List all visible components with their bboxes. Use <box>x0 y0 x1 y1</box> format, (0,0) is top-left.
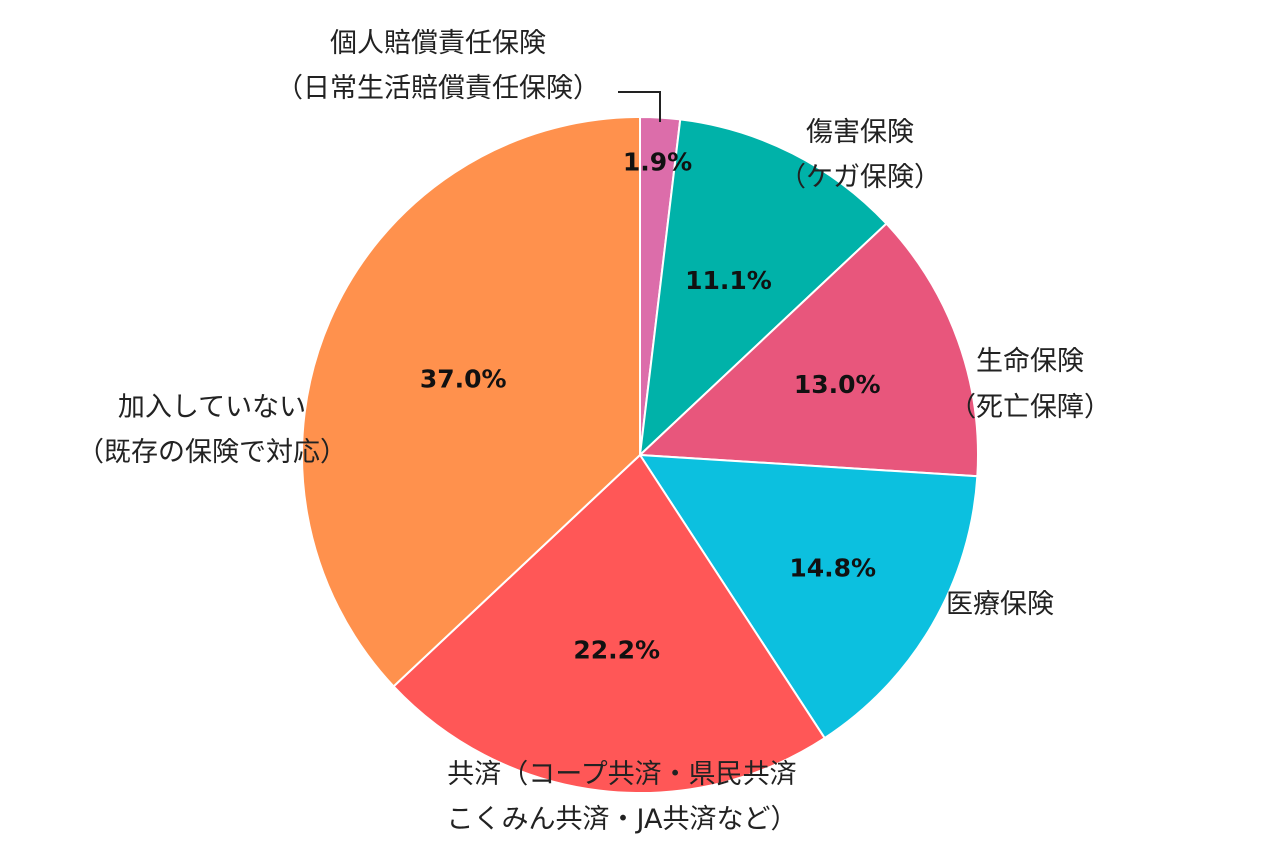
leader-lines <box>618 91 661 122</box>
category-label-line: こくみん共済・JA共済など） <box>446 804 797 835</box>
pie-slice-mutual-aid <box>392 453 827 794</box>
pie-slice-injury-insurance <box>638 118 888 458</box>
category-label-line: （死亡保障） <box>949 392 1111 423</box>
category-label-line: 傷害保険 <box>806 117 914 148</box>
category-label-line: （ケガ保険） <box>779 162 941 193</box>
category-label-injury-insurance: 傷害保険 （ケガ保険） <box>779 117 941 193</box>
category-label-line: 医療保険 <box>946 589 1054 620</box>
pie-slice-life-insurance <box>637 222 979 478</box>
category-label-line: 生命保険 <box>976 346 1084 377</box>
percentage-label-injury-insurance: 11.1% <box>685 266 772 295</box>
category-label-medical-insurance: 医療保険 <box>946 589 1054 620</box>
pie-slice-medical-insurance <box>638 453 979 740</box>
category-label-mutual-aid: 共済（コープ共済・県民共済こくみん共済・JA共済など） <box>446 759 797 835</box>
category-label-life-insurance: 生命保険 （死亡保障） <box>949 346 1111 423</box>
category-label-line: 共済（コープ共済・県民共済 <box>447 759 796 790</box>
pie-slice-not-enrolled <box>301 115 641 688</box>
leader-line-personal-liability <box>618 91 661 122</box>
percentage-label-personal-liability: 1.9% <box>623 148 692 177</box>
category-label-line: （既存の保険で対応） <box>77 437 347 468</box>
percentage-labels: 1.9% 11.1% 13.0% 14.8% 22.2% 37.0% <box>420 148 881 665</box>
category-label-line: 個人賠償責任保険 <box>330 28 546 59</box>
percentage-label-life-insurance: 13.0% <box>794 370 881 399</box>
category-labels: 個人賠償責任保険 （日常生活賠償責任保険） 傷害保険 （ケガ保険） 生命保険 （死亡保障）… <box>77 28 1111 835</box>
category-label-personal-liability: 個人賠償責任保険 （日常生活賠償責任保険） <box>276 28 600 104</box>
pie-slices <box>301 115 979 794</box>
percentage-label-medical-insurance: 14.8% <box>789 553 876 582</box>
category-label-line: （日常生活賠償責任保険） <box>276 73 600 104</box>
percentage-label-not-enrolled: 37.0% <box>420 365 507 394</box>
percentage-label-mutual-aid: 22.2% <box>573 636 660 665</box>
category-label-not-enrolled: 加入していない （既存の保険で対応） <box>77 392 347 468</box>
category-label-line: 加入していない <box>118 392 306 423</box>
